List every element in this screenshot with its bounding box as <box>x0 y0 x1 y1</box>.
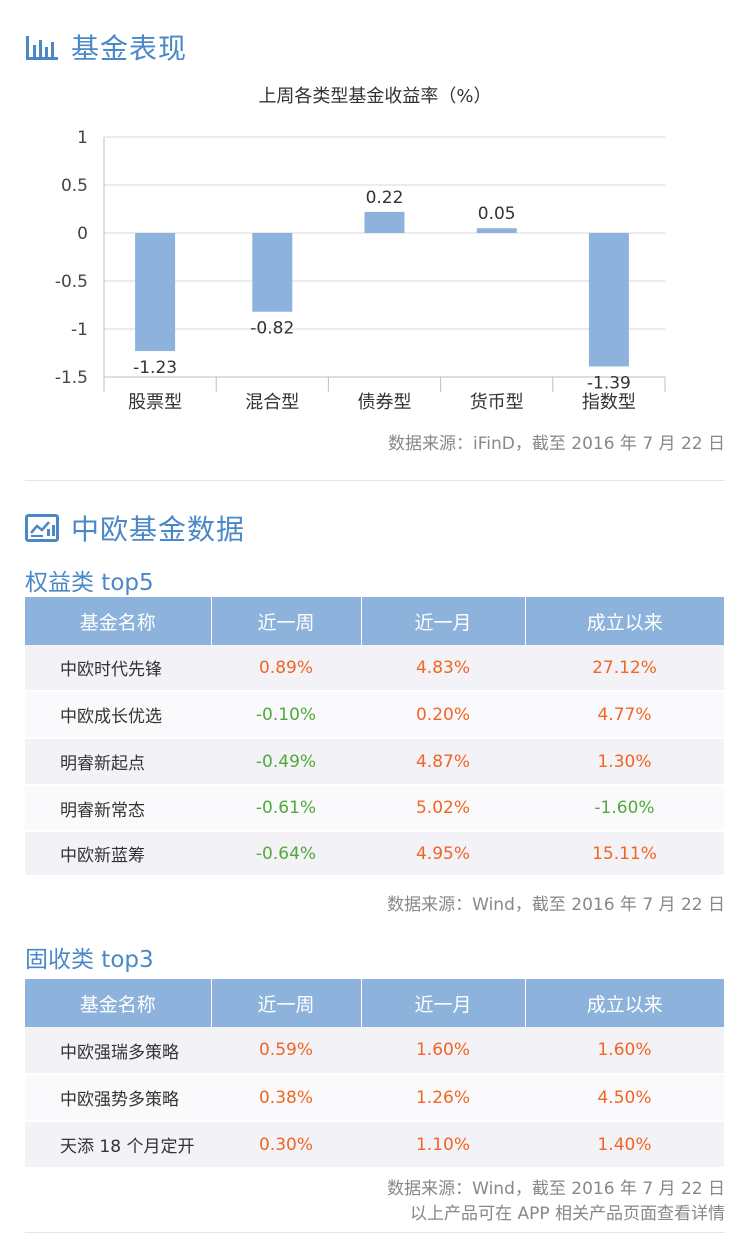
section-title: 中欧基金数据 <box>71 513 246 546</box>
week-return-cell: 0.30% <box>211 1121 361 1169</box>
table-row: 中欧强瑞多策略 0.59% 1.60% 1.60% <box>25 1027 724 1075</box>
equity-title: 权益类 top5 <box>25 570 154 596</box>
table-row: 中欧新蓝筹 -0.64% 4.95% 15.11% <box>25 831 724 877</box>
category-label: 指数型 <box>582 392 636 413</box>
inception-return-cell: 4.77% <box>525 691 724 739</box>
inception-return-cell: 1.60% <box>525 1027 724 1075</box>
header-fund-name: 基金名称 <box>25 597 212 645</box>
data-label: 0.05 <box>478 204 516 224</box>
inception-return-cell: 1.30% <box>525 738 724 786</box>
header-fund-name: 基金名称 <box>25 979 212 1027</box>
header-month: 近一月 <box>361 979 526 1027</box>
fund-name-cell: 天添 18 个月定开 <box>25 1121 211 1169</box>
week-return-cell: 0.38% <box>211 1074 361 1122</box>
fund-name-cell: 中欧强瑞多策略 <box>25 1027 211 1075</box>
inception-return-cell: 1.40% <box>525 1121 724 1169</box>
week-return-cell: -0.49% <box>211 738 361 786</box>
category-label: 混合型 <box>245 392 299 413</box>
data-label: 0.22 <box>366 188 404 208</box>
section-title: 基金表现 <box>71 32 188 65</box>
equity-table: 基金名称 近一周 近一月 成立以来 中欧时代先锋 0.89% 4.83% 27.12%… <box>25 597 724 877</box>
data-label: -1.39 <box>587 373 631 393</box>
category-label: 股票型 <box>128 392 182 413</box>
table-header-row: 基金名称 近一周 近一月 成立以来 <box>25 597 724 645</box>
y-tick-label: -1 <box>71 320 88 340</box>
week-return-cell: -0.61% <box>211 785 361 832</box>
month-return-cell: 0.20% <box>361 691 525 739</box>
bar <box>364 211 405 233</box>
category-label: 货币型 <box>470 392 524 413</box>
bar <box>476 228 517 233</box>
fund-name-cell: 中欧新蓝筹 <box>25 831 211 877</box>
data-label: -1.23 <box>133 358 177 378</box>
table-row: 明睿新常态 -0.61% 5.02% -1.60% <box>25 785 724 832</box>
week-return-cell: 0.59% <box>211 1027 361 1075</box>
category-label: 债券型 <box>358 392 412 413</box>
app-note: 以上产品可在 APP 相关产品页面查看详情 <box>410 1204 725 1224</box>
inception-return-cell: 15.11% <box>525 831 724 877</box>
fund-name-cell: 中欧强势多策略 <box>25 1074 211 1122</box>
chart-title: 上周各类型基金收益率（%） <box>258 86 492 107</box>
fixed-income-source: 数据来源：Wind，截至 2016 年 7 月 22 日 以上产品可在 APP … <box>387 1177 725 1227</box>
data-label: -0.82 <box>250 319 294 339</box>
source-text: 数据来源：Wind，截至 2016 年 7 月 22 日 <box>387 1179 725 1199</box>
table-row: 中欧时代先锋 0.89% 4.83% 27.12% <box>25 645 724 692</box>
header-since-inception: 成立以来 <box>525 979 724 1027</box>
header-month: 近一月 <box>361 597 526 645</box>
month-return-cell: 4.83% <box>361 645 525 692</box>
month-return-cell: 5.02% <box>361 785 525 832</box>
bar <box>588 233 629 367</box>
y-tick-label: -0.5 <box>55 272 88 292</box>
divider <box>25 480 725 481</box>
data-board-icon <box>25 514 59 542</box>
y-tick-label: 0.5 <box>61 176 88 196</box>
month-return-cell: 4.95% <box>361 831 525 877</box>
fund-name-cell: 中欧时代先锋 <box>25 645 211 692</box>
fixed-income-table: 基金名称 近一周 近一月 成立以来 中欧强瑞多策略 0.59% 1.60% 1.60%… <box>25 979 724 1169</box>
month-return-cell: 1.60% <box>361 1027 525 1075</box>
table-header-row: 基金名称 近一周 近一月 成立以来 <box>25 979 724 1027</box>
fund-return-bar-chart: 1 0.5 0 -0.5 -1 -1.5 -1.23 股票型 -0.82 混合型 0.22 债券型 0.… <box>55 128 666 413</box>
table-row: 天添 18 个月定开 0.30% 1.10% 1.40% <box>25 1121 724 1169</box>
y-tick-label: 0 <box>77 224 88 244</box>
equity-source: 数据来源：Wind，截至 2016 年 7 月 22 日 <box>387 895 725 915</box>
table-row: 明睿新起点 -0.49% 4.87% 1.30% <box>25 738 724 786</box>
week-return-cell: 0.89% <box>211 645 361 692</box>
inception-return-cell: -1.60% <box>525 785 724 832</box>
fund-name-cell: 明睿新起点 <box>25 738 211 786</box>
y-tick-label: 1 <box>77 128 88 148</box>
section-header-fund-performance: 基金表现 <box>25 27 187 67</box>
y-tick-label: -1.5 <box>55 368 88 388</box>
fund-name-cell: 明睿新常态 <box>25 785 211 832</box>
header-week: 近一周 <box>211 597 362 645</box>
section-header-cef-data: 中欧基金数据 <box>25 508 245 548</box>
bar <box>252 233 293 312</box>
fixed-income-title: 固收类 top3 <box>25 947 154 973</box>
month-return-cell: 4.87% <box>361 738 525 786</box>
month-return-cell: 1.10% <box>361 1121 525 1169</box>
week-return-cell: -0.10% <box>211 691 361 739</box>
bar <box>135 233 176 352</box>
week-return-cell: -0.64% <box>211 831 361 877</box>
header-since-inception: 成立以来 <box>525 597 724 645</box>
fund-name-cell: 中欧成长优选 <box>25 691 211 739</box>
header-week: 近一周 <box>211 979 362 1027</box>
chart-source: 数据来源：iFinD，截至 2016 年 7 月 22 日 <box>388 434 725 454</box>
month-return-cell: 1.26% <box>361 1074 525 1122</box>
bar-chart-icon <box>26 36 58 60</box>
divider <box>25 1232 725 1233</box>
inception-return-cell: 27.12% <box>525 645 724 692</box>
table-row: 中欧强势多策略 0.38% 1.26% 4.50% <box>25 1074 724 1122</box>
inception-return-cell: 4.50% <box>525 1074 724 1122</box>
table-row: 中欧成长优选 -0.10% 0.20% 4.77% <box>25 691 724 739</box>
